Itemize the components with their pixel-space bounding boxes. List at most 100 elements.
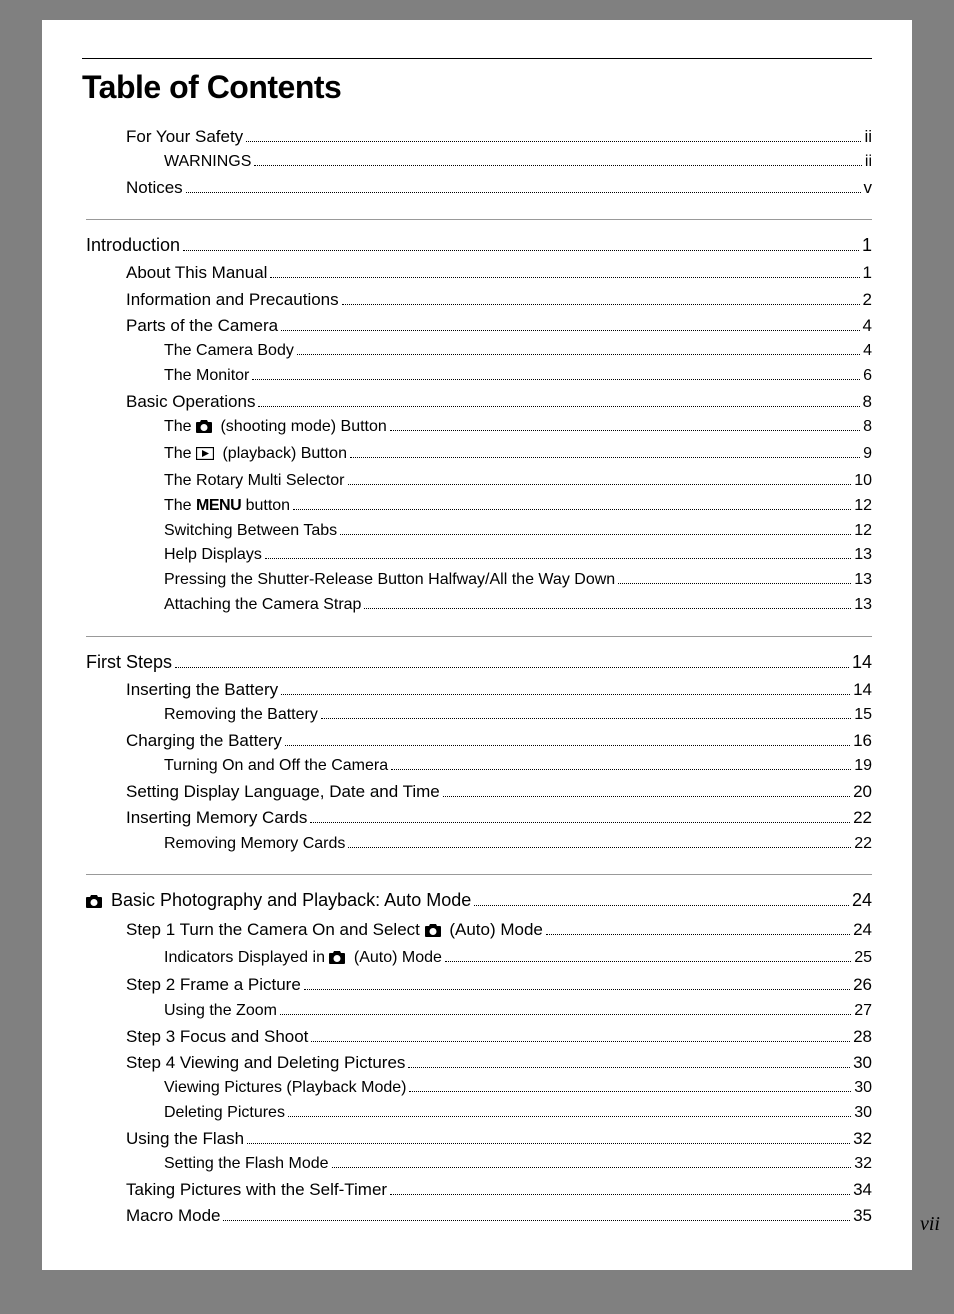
toc-entry-label: Step 4 Viewing and Deleting Pictures xyxy=(126,1050,405,1076)
toc-entry: Deleting Pictures 30 xyxy=(164,1101,872,1126)
toc-entry-label: Attaching the Camera Strap xyxy=(164,593,361,618)
toc-entry: Setting the Flash Mode 32 xyxy=(164,1152,872,1177)
toc-leader xyxy=(281,330,859,331)
toc-leader xyxy=(332,1167,852,1168)
toc-leader xyxy=(311,1041,850,1042)
toc-entry: Setting Display Language, Date and Time 2… xyxy=(126,779,872,805)
toc-entry-page: 22 xyxy=(853,805,872,831)
camera-icon xyxy=(86,889,102,917)
toc-leader xyxy=(265,558,851,559)
toc-entry-label: Indicators Displayed in (Auto) Mode xyxy=(164,946,442,973)
toc-entry: Introduction 1 xyxy=(86,232,872,260)
menu-text: MENU xyxy=(196,497,241,514)
section-divider xyxy=(86,874,872,875)
toc-leader xyxy=(390,1194,850,1195)
toc-entry-label: Macro Mode xyxy=(126,1203,220,1229)
toc-entry: Removing Memory Cards22 xyxy=(164,832,872,857)
toc-entry-page: 8 xyxy=(863,389,872,415)
toc-entry: Using the Zoom27 xyxy=(164,999,872,1024)
toc-entry-page: 30 xyxy=(854,1101,872,1126)
toc-entry: Basic Operations 8 xyxy=(126,389,872,415)
toc-entry-page: 24 xyxy=(853,917,872,943)
toc-entry-label: The Monitor xyxy=(164,364,249,389)
toc-entry-page: 4 xyxy=(863,313,872,339)
toc-entry: Removing the Battery15 xyxy=(164,703,872,728)
toc-entry: The Monitor6 xyxy=(164,364,872,389)
toc-leader xyxy=(390,430,860,431)
toc-leader xyxy=(258,406,859,407)
toc-entry-label: The (playback) Button xyxy=(164,442,347,469)
toc-entry-page: 12 xyxy=(854,494,872,519)
toc-leader xyxy=(254,165,861,166)
toc-leader xyxy=(270,277,859,278)
toc-entry-page: 10 xyxy=(854,469,872,494)
toc-leader xyxy=(183,250,859,251)
toc-entry-label: Setting Display Language, Date and Time xyxy=(126,779,440,805)
toc-leader xyxy=(297,354,860,355)
toc-entry: Basic Photography and Playback: Auto Mod… xyxy=(86,887,872,917)
toc-entry: Switching Between Tabs12 xyxy=(164,519,872,544)
camera-icon xyxy=(196,417,212,442)
toc-entry: Step 1 Turn the Camera On and Select (Au… xyxy=(126,917,872,945)
toc-leader xyxy=(223,1220,850,1221)
title-region: Table of Contents xyxy=(82,50,872,124)
toc-entry-page: 1 xyxy=(862,232,872,260)
toc-entry: Inserting the Battery 14 xyxy=(126,677,872,703)
toc-entry-page: 15 xyxy=(854,703,872,728)
page-title: Table of Contents xyxy=(82,69,872,106)
toc-leader xyxy=(445,961,851,962)
toc-leader xyxy=(285,745,850,746)
toc-entry-page: 9 xyxy=(863,442,872,467)
toc-entry-label: Inserting the Battery xyxy=(126,677,278,703)
toc-leader xyxy=(281,694,850,695)
toc-leader xyxy=(546,934,850,935)
toc-entry: Viewing Pictures (Playback Mode)30 xyxy=(164,1076,872,1101)
toc-leader xyxy=(304,989,850,990)
toc-entry-label: Setting the Flash Mode xyxy=(164,1152,329,1177)
toc-entry-label: First Steps xyxy=(86,649,172,677)
toc-entry-page: 34 xyxy=(853,1177,872,1203)
toc-entry-label: Pressing the Shutter-Release Button Half… xyxy=(164,568,615,593)
toc-entry-page: 25 xyxy=(854,946,872,971)
toc-entry-label: Introduction xyxy=(86,232,180,260)
toc-leader xyxy=(186,192,861,193)
toc-entry-page: 32 xyxy=(854,1152,872,1177)
toc-entry-page: 13 xyxy=(854,543,872,568)
playback-icon xyxy=(196,444,214,469)
toc-leader xyxy=(288,1116,851,1117)
toc-entry: Noticesv xyxy=(126,175,872,201)
toc-leader xyxy=(342,304,860,305)
toc-entry: For Your Safetyii xyxy=(126,124,872,150)
toc-leader xyxy=(618,583,851,584)
toc-entry: The (playback) Button 9 xyxy=(164,442,872,469)
toc-entry-page: 14 xyxy=(853,677,872,703)
camera-icon xyxy=(329,948,345,973)
toc-entry: Information and Precautions2 xyxy=(126,287,872,313)
toc-leader xyxy=(252,379,860,380)
toc-entry: Parts of the Camera4 xyxy=(126,313,872,339)
toc-entry-label: Deleting Pictures xyxy=(164,1101,285,1126)
toc-entry-label: Notices xyxy=(126,175,183,201)
toc-leader xyxy=(340,534,851,535)
toc-leader xyxy=(350,457,860,458)
toc-entry-label: Basic Photography and Playback: Auto Mod… xyxy=(86,887,471,917)
toc-entry-page: 12 xyxy=(854,519,872,544)
toc-entry-page: 27 xyxy=(854,999,872,1024)
toc-entry-label: Basic Operations xyxy=(126,389,255,415)
toc-entry: Taking Pictures with the Self-Timer34 xyxy=(126,1177,872,1203)
toc-entry: Turning On and Off the Camera19 xyxy=(164,754,872,779)
toc-leader xyxy=(408,1067,850,1068)
toc-leader xyxy=(409,1091,851,1092)
toc-entry-page: 8 xyxy=(863,415,872,440)
toc-entry: The Camera Body4 xyxy=(164,339,872,364)
page-wrapper: Table of Contents For Your SafetyiiWARNI… xyxy=(42,20,912,1270)
toc-entry: Indicators Displayed in (Auto) Mode 25 xyxy=(164,946,872,973)
toc-entry-label: WARNINGS xyxy=(164,150,251,175)
toc-entry: First Steps14 xyxy=(86,649,872,677)
toc-entry-label: Removing Memory Cards xyxy=(164,832,345,857)
toc-entry-label: Step 2 Frame a Picture xyxy=(126,972,301,998)
toc-entry: Pressing the Shutter-Release Button Half… xyxy=(164,568,872,593)
section-divider xyxy=(86,219,872,220)
toc-entry-page: 20 xyxy=(853,779,872,805)
toc-entry: Using the Flash32 xyxy=(126,1126,872,1152)
